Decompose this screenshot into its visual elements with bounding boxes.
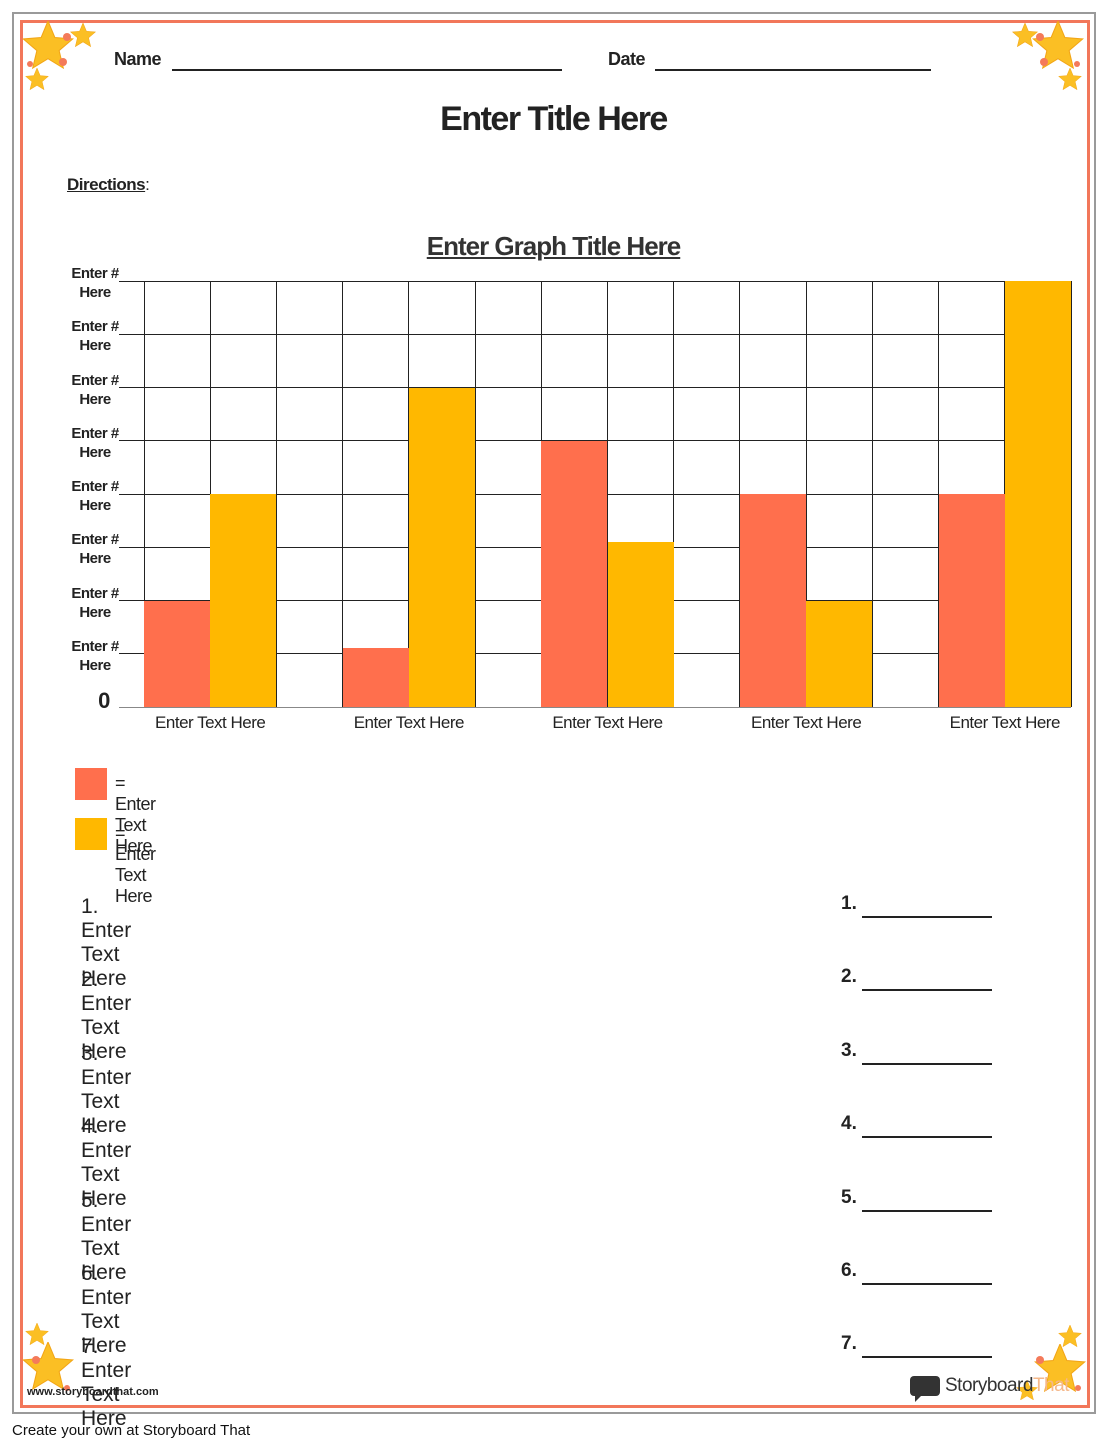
directions: Directions: — [67, 175, 150, 195]
dot — [1074, 61, 1080, 67]
dot — [1040, 58, 1048, 66]
credit: Create your own at Storyboard That — [12, 1422, 251, 1439]
corner-stars — [22, 21, 1086, 1401]
bar — [806, 600, 873, 707]
dot — [64, 1385, 70, 1391]
x-axis-line — [119, 706, 1071, 708]
bar — [938, 494, 1005, 707]
dot — [59, 58, 67, 66]
outer-frame — [12, 12, 1096, 1414]
question: 4. Enter Text Here — [81, 1115, 132, 1211]
answer-number: 7. — [841, 1333, 857, 1355]
bar — [342, 648, 409, 707]
answer-line — [862, 1283, 992, 1285]
logo-accent: That — [1032, 1375, 1070, 1396]
answer-line — [862, 916, 992, 918]
bar — [210, 494, 277, 707]
question: 1. Enter Text Here — [81, 895, 132, 990]
answer-number: 3. — [841, 1039, 857, 1061]
y-tick-label: Enter # Here — [71, 531, 119, 568]
legend-swatch — [75, 818, 107, 850]
legend-label: = Enter Text Here — [115, 823, 156, 906]
x-tick-label: Enter Text Here — [353, 713, 465, 732]
logo-main: Storyboard — [945, 1375, 1033, 1396]
logo-text: StoryboardThat — [945, 1375, 1069, 1397]
dot — [27, 61, 33, 67]
name-label: Name — [114, 49, 162, 69]
y-tick-label: Enter # Here — [71, 584, 119, 621]
grid-line — [119, 333, 1071, 335]
question: 6. Enter Text Here — [81, 1262, 132, 1357]
dot — [1075, 1385, 1081, 1391]
answer-line — [862, 1209, 992, 1212]
bar — [607, 541, 674, 707]
bar — [541, 440, 608, 707]
x-tick-label: Enter Text Here — [552, 713, 663, 732]
y-tick-label: 0 — [98, 688, 110, 713]
y-tick-label: Enter # Here — [71, 478, 119, 514]
worksheet-title: Enter Title Here — [440, 100, 668, 138]
y-tick-label: Enter # Here — [71, 265, 119, 301]
dot — [32, 1356, 40, 1364]
answer-line — [862, 1136, 992, 1139]
answer-number: 6. — [841, 1260, 857, 1281]
question: 5. Enter Text Here — [81, 1188, 132, 1284]
x-tick-label: Enter Text Here — [949, 713, 1061, 732]
name-line — [172, 69, 562, 71]
question: 2. Enter Text Here — [81, 968, 132, 1064]
footer-url: www.storyboardthat.com — [27, 1386, 159, 1398]
bar — [1004, 281, 1071, 707]
answer-line — [862, 1356, 992, 1359]
question: 7. Enter Text Here — [81, 1335, 132, 1431]
x-tick-label: Enter Text Here — [155, 713, 266, 732]
answer-line — [862, 989, 992, 992]
answer-line — [862, 1062, 992, 1065]
y-tick-label: Enter # Here — [71, 637, 119, 674]
question: 3. Enter Text Here — [81, 1041, 132, 1137]
grid-line — [119, 387, 1071, 388]
bar — [739, 494, 807, 707]
answer-number: 2. — [841, 966, 857, 988]
date-line — [655, 69, 931, 71]
answer-number: 1. — [841, 893, 857, 914]
y-tick-label: Enter # Here — [71, 371, 119, 408]
answer-number: 5. — [841, 1186, 857, 1208]
bar — [408, 387, 476, 707]
dot — [1036, 1356, 1044, 1364]
graph-title: Enter Graph Title Here — [426, 231, 682, 261]
dot — [63, 33, 71, 41]
x-tick-label: Enter Text Here — [750, 713, 862, 732]
legend-label: = Enter Text Here — [115, 773, 156, 856]
y-tick-label: Enter # Here — [71, 424, 119, 461]
logo-icon — [910, 1376, 940, 1402]
directions-label: Directions — [67, 175, 146, 194]
directions-suffix: : — [145, 175, 150, 194]
bar — [144, 600, 211, 707]
answer-number: 4. — [841, 1113, 857, 1135]
grid-line — [119, 280, 1071, 282]
inner-frame — [20, 20, 1090, 1408]
date-label: Date — [608, 49, 646, 69]
grid-column-line — [1070, 281, 1072, 707]
y-tick-label: Enter # Here — [71, 318, 119, 355]
dot — [1036, 33, 1044, 41]
legend-swatch — [75, 768, 107, 800]
